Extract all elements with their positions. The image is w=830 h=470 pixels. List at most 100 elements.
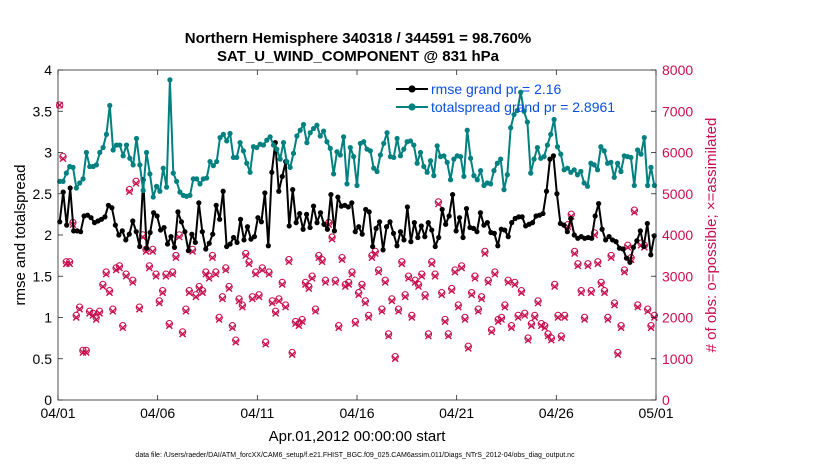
- obs-assimilated-point: [484, 278, 492, 286]
- totalspread-point: [277, 156, 283, 162]
- totalspread-point: [143, 149, 150, 156]
- obs-assimilated-point: [145, 264, 153, 272]
- obs-possible-point: [278, 278, 286, 287]
- obs-possible-point: [222, 264, 230, 272]
- rmse-point: [519, 214, 525, 220]
- totalspread-point: [464, 127, 470, 133]
- obs-possible-point: [461, 313, 469, 322]
- totalspread-point: [287, 164, 293, 170]
- rmse-point: [401, 237, 407, 243]
- totalspread-point: [327, 145, 333, 151]
- obs-possible-point: [192, 291, 200, 299]
- obs-assimilated-point: [581, 316, 589, 324]
- obs-possible-point: [311, 305, 320, 313]
- obs-assimilated-point: [115, 264, 123, 272]
- obs-assimilated-point: [444, 332, 452, 340]
- obs-assimilated-point: [375, 268, 383, 276]
- obs-assimilated-point: [365, 314, 373, 321]
- totalspread-point: [548, 131, 554, 137]
- obs-possible-point: [560, 311, 569, 320]
- totalspread-point: [631, 182, 637, 189]
- obs-assimilated-point: [601, 289, 609, 297]
- chart-title: Northern Hemisphere 340318 / 344591 = 98…: [185, 30, 531, 47]
- rmse-point: [470, 225, 477, 231]
- obs-possible-point: [514, 311, 522, 320]
- obs-assimilated-point: [361, 299, 369, 307]
- totalspread-point: [197, 181, 203, 187]
- obs-assimilated-point: [215, 316, 223, 324]
- obs-assimilated-point: [577, 289, 585, 297]
- obs-possible-point: [232, 336, 240, 344]
- totalspread-point: [601, 148, 607, 154]
- obs-assimilated-point: [644, 307, 652, 315]
- totalspread-point: [70, 164, 76, 170]
- totalspread-point: [264, 137, 270, 143]
- series-lines: [57, 77, 657, 265]
- rmse-point: [463, 206, 470, 212]
- totalspread-point: [571, 167, 577, 173]
- obs-possible-point: [600, 286, 609, 295]
- obs-possible-point: [481, 247, 489, 256]
- rmse-point: [359, 231, 365, 237]
- right-y-tick-label: 8000: [662, 62, 693, 78]
- totalspread-point: [60, 178, 66, 184]
- totalspread-point: [194, 176, 200, 182]
- totalspread-point: [397, 153, 404, 159]
- totalspread-point: [391, 154, 397, 161]
- obs-assimilated-point: [238, 303, 246, 311]
- x-axis-label: Apr.01,2012 00:00:00 start: [269, 428, 447, 445]
- obs-assimilated-point: [328, 235, 336, 243]
- obs-assimilated-point: [514, 314, 522, 321]
- totalspread-point: [524, 119, 530, 125]
- obs-assimilated-point: [471, 274, 479, 282]
- obs-assimilated-point: [381, 278, 389, 286]
- x-tick-labels: 04/01 04/06 04/11 04/16 04/21 04/26 05/01: [40, 405, 673, 421]
- totalspread-point: [324, 139, 330, 145]
- obs-possible-point: [471, 272, 479, 280]
- rmse-point: [443, 221, 449, 227]
- obs-assimilated-point: [321, 278, 329, 286]
- obs-assimilated-point: [265, 270, 273, 278]
- rmse-point: [241, 237, 247, 243]
- rmse-point: [477, 210, 484, 216]
- totalspread-point: [371, 165, 377, 171]
- rmse-point: [505, 234, 511, 240]
- rmse-point: [547, 156, 553, 162]
- totalspread-point: [498, 156, 504, 162]
- rmse-point: [390, 230, 397, 236]
- totalspread-point: [187, 192, 193, 198]
- obs-assimilated-point: [235, 297, 243, 305]
- obs-possible-point: [371, 247, 379, 256]
- rmse-point: [303, 211, 310, 217]
- totalspread-point: [337, 152, 343, 158]
- totalspread-point: [307, 130, 313, 136]
- legend-rmse-marker: [408, 85, 416, 93]
- obs-assimilated-point: [169, 270, 177, 278]
- obs-possible-point: [574, 260, 582, 268]
- obs-assimilated-point: [474, 307, 482, 315]
- totalspread-point: [247, 169, 253, 175]
- totalspread-point: [474, 177, 480, 183]
- rmse-point: [634, 238, 640, 244]
- obs-possible-point: [424, 330, 433, 338]
- rmse-point: [112, 222, 118, 228]
- rmse-point: [404, 204, 411, 210]
- obs-assimilated-point: [225, 285, 233, 293]
- obs-assimilated-point: [491, 270, 499, 278]
- rmse-point: [178, 219, 185, 225]
- totalspread-point: [100, 144, 106, 151]
- obs-possible-point: [165, 319, 173, 328]
- totalspread-point: [173, 178, 180, 184]
- legend-totalspread-label: totalspread grand pr = 2.8961: [431, 99, 615, 115]
- rmse-point: [234, 239, 240, 246]
- obs-assimilated-point: [454, 303, 462, 311]
- obs-possible-point: [305, 282, 313, 291]
- totalspread-point: [635, 147, 641, 153]
- totalspread-point: [504, 172, 510, 178]
- obs-assimilated-point: [258, 266, 266, 274]
- obs-assimilated-point: [424, 332, 432, 340]
- obs-possible-point: [198, 286, 207, 295]
- rmse-point: [502, 227, 508, 233]
- obs-possible-point: [421, 291, 429, 299]
- obs-possible-point: [361, 297, 370, 305]
